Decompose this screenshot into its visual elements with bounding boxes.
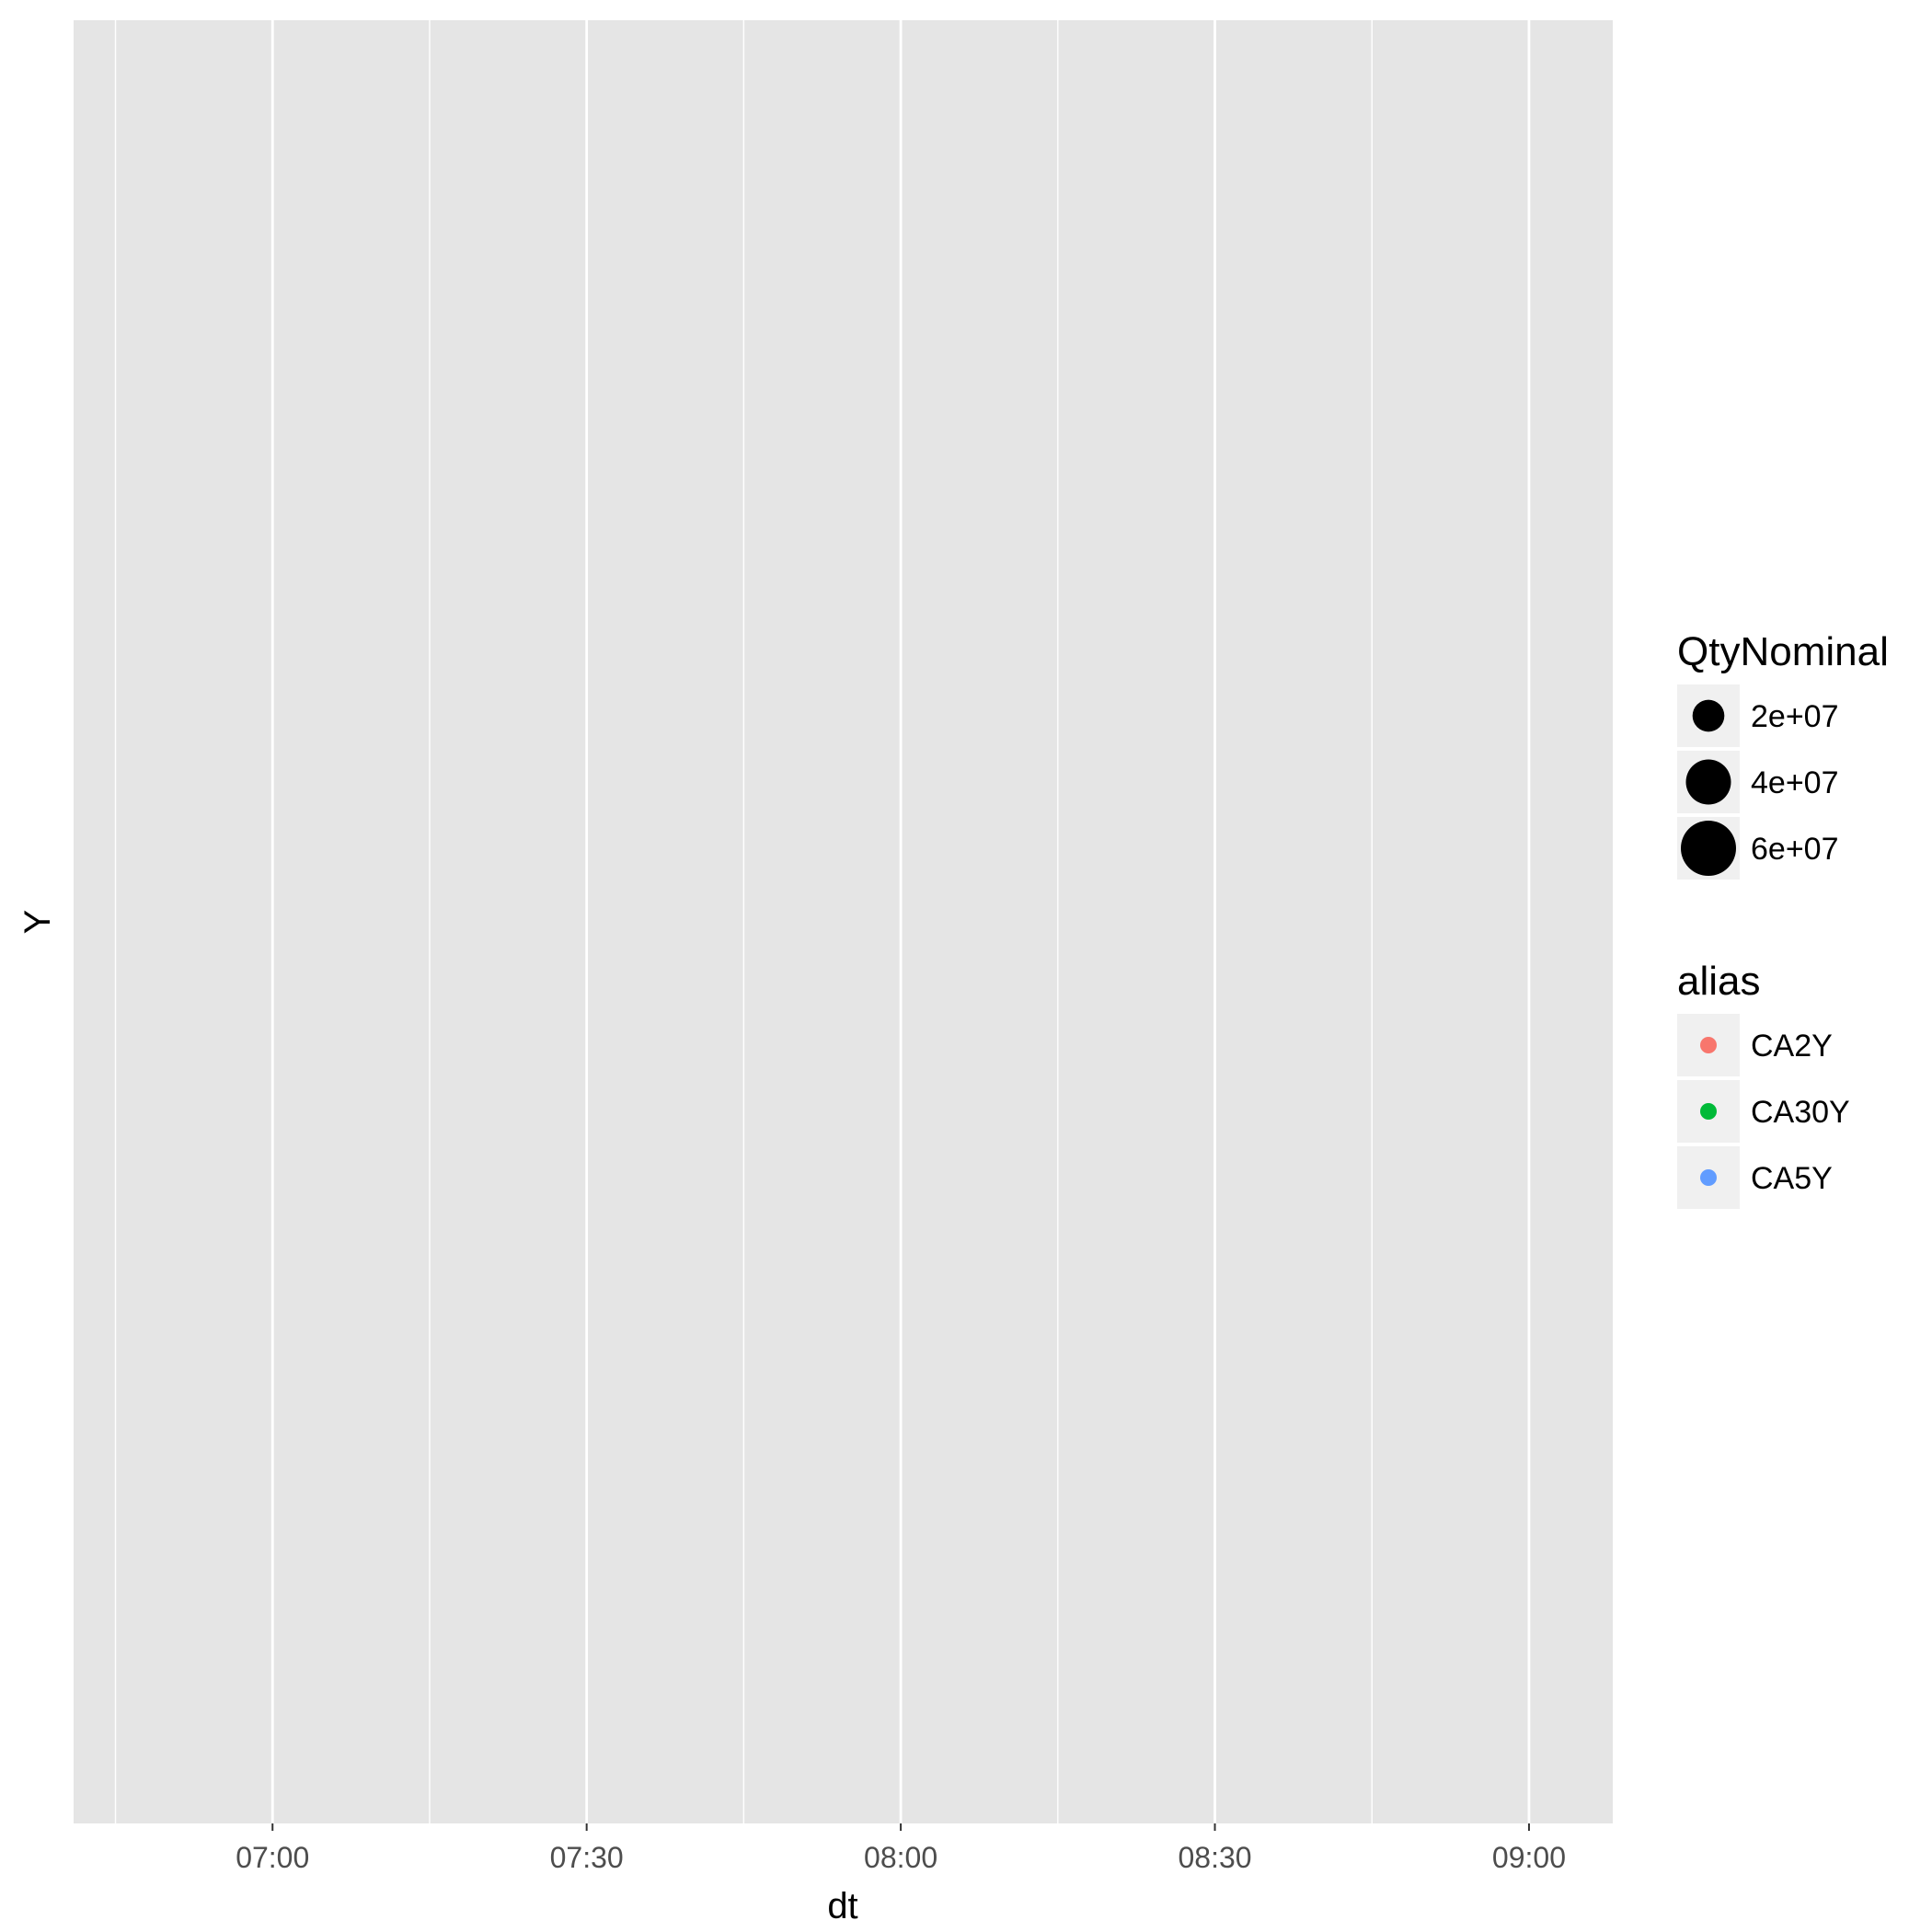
- legend-label: 6e+07: [1751, 832, 1839, 867]
- legend-color-point: [1700, 1169, 1717, 1186]
- legend-label: 2e+07: [1751, 699, 1839, 734]
- x-tick-label: 07:00: [236, 1841, 309, 1874]
- legend-size-point: [1685, 759, 1731, 805]
- x-tick-label: 09:00: [1492, 1841, 1566, 1874]
- legend-label: 4e+07: [1751, 765, 1839, 800]
- legend-alias: alias CA2Y CA30Y CA5Y: [1677, 959, 1850, 1209]
- x-tick-label: 08:00: [864, 1841, 937, 1874]
- x-tick-label: 07:30: [550, 1841, 624, 1874]
- legend-size-point: [1692, 699, 1725, 732]
- legends: QtyNominal 2e+07 4e+07 6e+07 alias CA2Y CA30Y C…: [1677, 629, 1889, 1209]
- y-axis-title: Y: [17, 910, 58, 935]
- x-axis-title: dt: [827, 1886, 857, 1926]
- legend-size-point: [1681, 821, 1736, 876]
- grid-lines: [114, 20, 1531, 1823]
- legend-color-point: [1700, 1103, 1717, 1120]
- x-axis: 07:00 07:30 08:00 08:30 09:00: [236, 1823, 1566, 1874]
- legend-title: QtyNominal: [1677, 629, 1889, 674]
- legend-title: alias: [1677, 959, 1761, 1004]
- legend-color-point: [1700, 1037, 1717, 1053]
- legend-label: CA2Y: [1751, 1029, 1833, 1064]
- plot-panel: [74, 20, 1613, 1823]
- legend-label: CA30Y: [1751, 1095, 1850, 1130]
- x-tick-label: 08:30: [1178, 1841, 1251, 1874]
- legend-label: CA5Y: [1751, 1161, 1833, 1196]
- legend-qtynominal: QtyNominal 2e+07 4e+07 6e+07: [1677, 629, 1889, 880]
